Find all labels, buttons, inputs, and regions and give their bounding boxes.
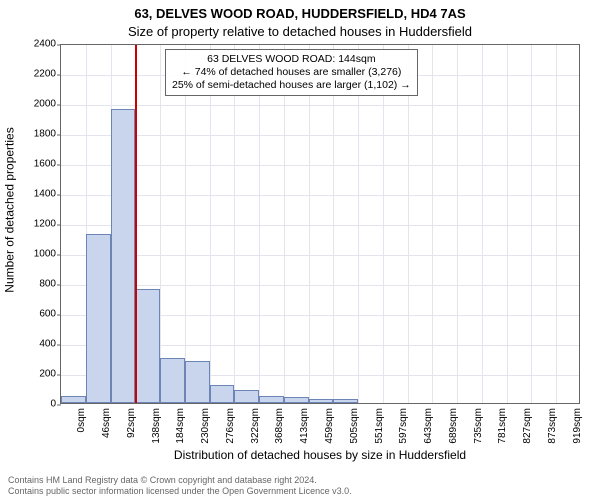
y-tick-label: 1000	[16, 249, 56, 260]
y-tick-label: 1400	[16, 189, 56, 200]
histogram-bar	[160, 358, 185, 403]
y-tick-label: 400	[16, 339, 56, 350]
histogram-bar	[259, 396, 284, 404]
histogram-bar	[333, 399, 358, 403]
x-tick-label: 459sqm	[324, 408, 335, 444]
x-tick-label: 276sqm	[225, 408, 236, 444]
histogram-bar	[61, 396, 86, 403]
grid-line-h	[61, 285, 579, 286]
grid-line-h	[61, 105, 579, 106]
grid-line-v	[383, 45, 384, 403]
y-tick-label: 1600	[16, 159, 56, 170]
legend-box: 63 DELVES WOOD ROAD: 144sqm ← 74% of det…	[165, 49, 418, 96]
reference-marker	[135, 45, 137, 403]
grid-line-v	[333, 45, 334, 403]
grid-line-v	[457, 45, 458, 403]
x-tick-label: 46sqm	[101, 408, 112, 438]
grid-line-h	[61, 135, 579, 136]
y-tick-label: 0	[16, 399, 56, 410]
x-tick-label: 689sqm	[448, 408, 459, 444]
grid-line-v	[210, 45, 211, 403]
grid-line-v	[185, 45, 186, 403]
chart-title-line2: Size of property relative to detached ho…	[0, 24, 600, 39]
grid-line-v	[531, 45, 532, 403]
x-tick-label: 873sqm	[547, 408, 558, 444]
x-tick-label: 781sqm	[497, 408, 508, 444]
histogram-bar	[185, 361, 210, 403]
histogram-bar	[284, 397, 309, 403]
grid-line-v	[284, 45, 285, 403]
grid-line-v	[482, 45, 483, 403]
y-tick-label: 1800	[16, 129, 56, 140]
x-tick-label: 551sqm	[374, 408, 385, 444]
footer-line: Contains HM Land Registry data © Crown c…	[8, 475, 352, 485]
histogram-bar	[111, 109, 136, 403]
legend-line: ← 74% of detached houses are smaller (3,…	[172, 66, 411, 79]
histogram-bar	[309, 399, 334, 404]
chart-container: 63, DELVES WOOD ROAD, HUDDERSFIELD, HD4 …	[0, 0, 600, 500]
grid-line-v	[259, 45, 260, 403]
footer-line: Contains public sector information licen…	[8, 486, 352, 496]
x-tick-label: 0sqm	[76, 408, 87, 432]
y-tick-label: 2000	[16, 99, 56, 110]
x-tick-label: 138sqm	[151, 408, 162, 444]
x-tick-label: 322sqm	[250, 408, 261, 444]
x-tick-label: 919sqm	[572, 408, 583, 444]
grid-line-v	[309, 45, 310, 403]
x-tick-label: 505sqm	[349, 408, 360, 444]
x-tick-label: 597sqm	[398, 408, 409, 444]
y-tick-label: 2400	[16, 39, 56, 50]
x-tick-label: 413sqm	[299, 408, 310, 444]
legend-line: 63 DELVES WOOD ROAD: 144sqm	[172, 53, 411, 66]
y-axis-label: Number of detached properties	[0, 0, 20, 420]
grid-line-h	[61, 225, 579, 226]
x-axis-label: Distribution of detached houses by size …	[60, 448, 580, 462]
y-axis-label-text: Number of detached properties	[3, 127, 17, 292]
legend-line: 25% of semi-detached houses are larger (…	[172, 79, 411, 92]
x-tick-label: 92sqm	[126, 408, 137, 438]
footer-attribution: Contains HM Land Registry data © Crown c…	[8, 475, 352, 496]
x-tick-label: 827sqm	[522, 408, 533, 444]
y-tick-label: 200	[16, 369, 56, 380]
x-tick-label: 643sqm	[423, 408, 434, 444]
grid-line-v	[556, 45, 557, 403]
y-tick-label: 1200	[16, 219, 56, 230]
y-tick-label: 2200	[16, 69, 56, 80]
chart-title-line1: 63, DELVES WOOD ROAD, HUDDERSFIELD, HD4 …	[0, 6, 600, 21]
grid-line-v	[408, 45, 409, 403]
histogram-bar	[135, 289, 160, 403]
y-tick-label: 800	[16, 279, 56, 290]
plot-area: 63 DELVES WOOD ROAD: 144sqm ← 74% of det…	[60, 44, 580, 404]
grid-line-v	[234, 45, 235, 403]
grid-line-v	[160, 45, 161, 403]
grid-line-v	[507, 45, 508, 403]
histogram-bar	[234, 390, 259, 404]
y-tick-label: 600	[16, 309, 56, 320]
grid-line-h	[61, 165, 579, 166]
grid-line-v	[432, 45, 433, 403]
x-tick-label: 735sqm	[473, 408, 484, 444]
histogram-bar	[86, 234, 111, 404]
x-tick-label: 368sqm	[274, 408, 285, 444]
grid-line-v	[358, 45, 359, 403]
x-tick-label: 230sqm	[200, 408, 211, 444]
histogram-bar	[210, 385, 235, 403]
x-tick-label: 184sqm	[175, 408, 186, 444]
grid-line-h	[61, 195, 579, 196]
grid-line-h	[61, 255, 579, 256]
